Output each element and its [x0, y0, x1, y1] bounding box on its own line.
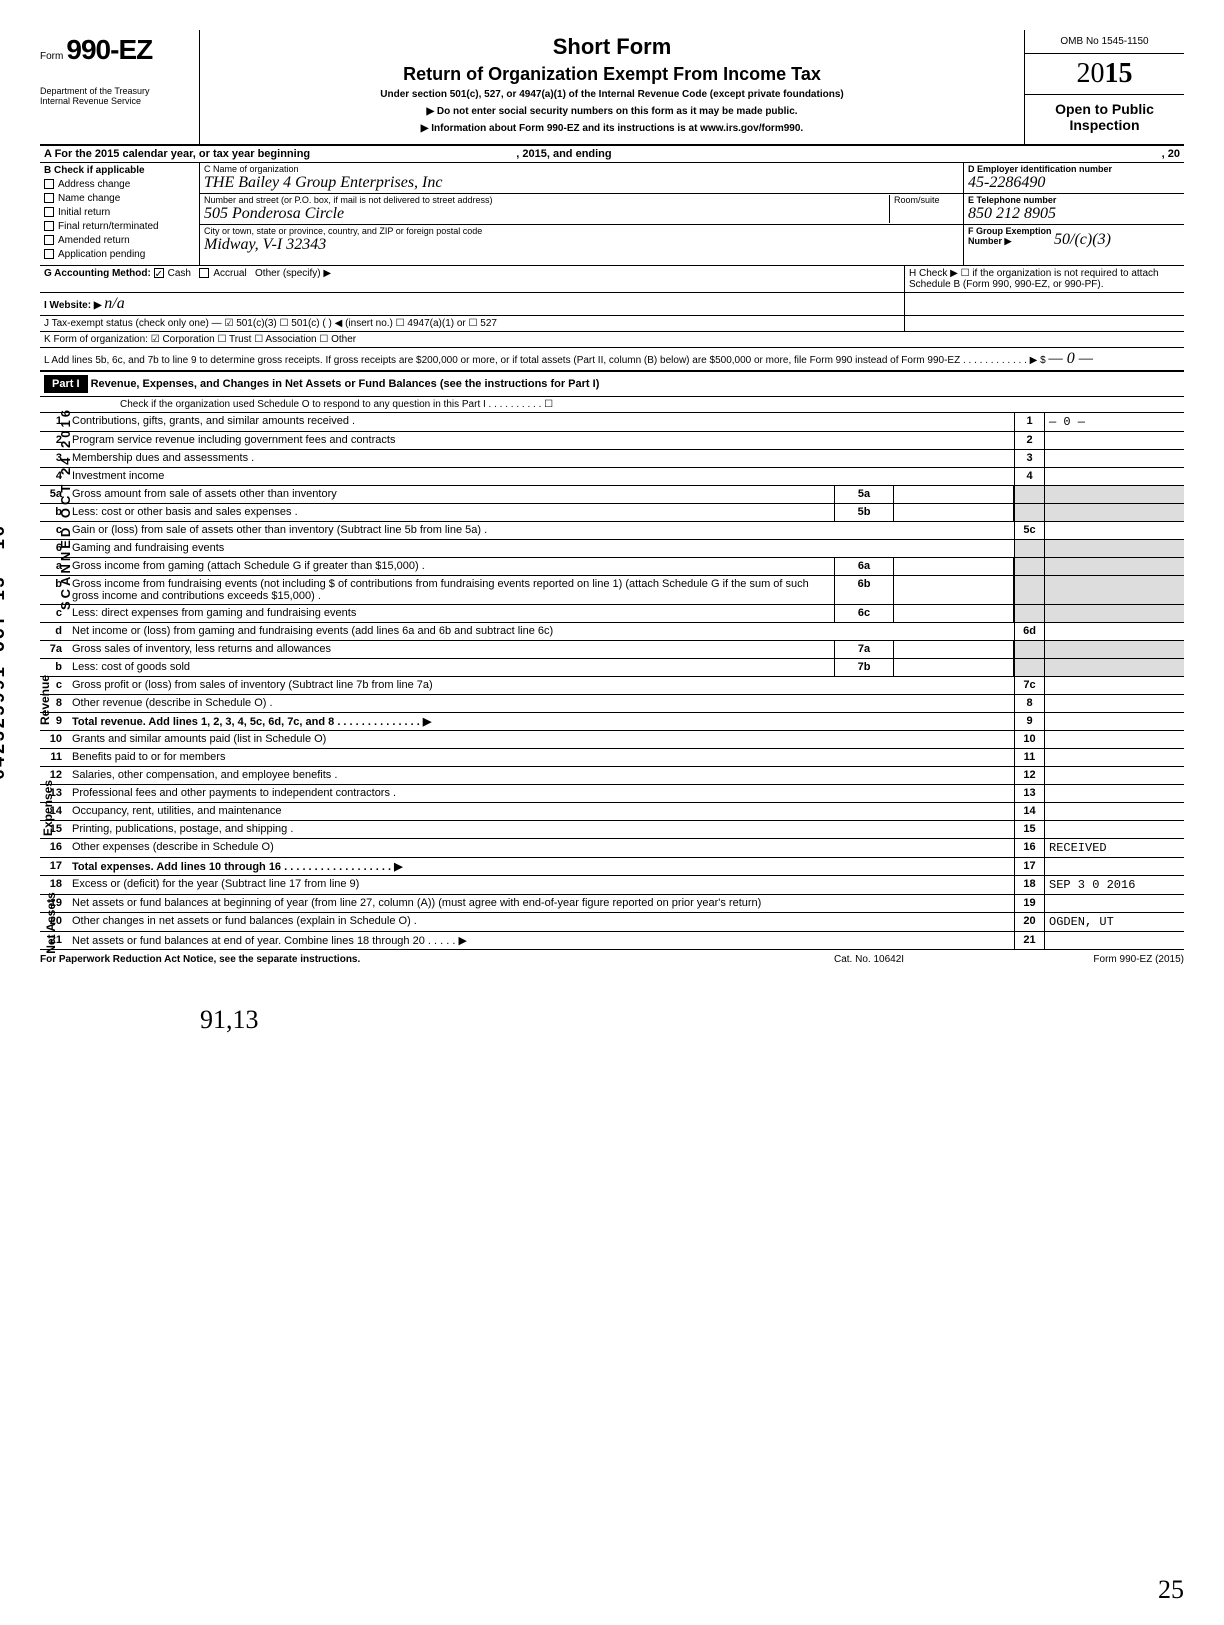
hand-note-bottom: 91,13	[200, 1005, 1184, 1035]
line-4: 4Investment income4	[40, 468, 1184, 486]
cat-no: Cat. No. 10642I	[834, 954, 1034, 965]
chk-pending[interactable]: Application pending	[44, 249, 195, 260]
line-19: 19Net assets or fund balances at beginni…	[40, 895, 1184, 913]
chk-final[interactable]: Final return/terminated	[44, 221, 195, 232]
row-g-h: G Accounting Method: ✓Cash Accrual Other…	[40, 266, 1184, 293]
line-6: 6Gaming and fundraising events	[40, 540, 1184, 558]
row-k: K Form of organization: ☑ Corporation ☐ …	[40, 332, 1184, 348]
form-prefix: Form	[40, 51, 63, 62]
line-c: cGross profit or (loss) from sales of in…	[40, 677, 1184, 695]
revenue-section: Revenue 1Contributions, gifts, grants, a…	[40, 413, 1184, 731]
net-assets-section: Net Assets 18Excess or (deficit) for the…	[40, 876, 1184, 950]
line-21: 21Net assets or fund balances at end of …	[40, 932, 1184, 950]
line-b: bLess: cost or other basis and sales exp…	[40, 504, 1184, 522]
c-street-label: Number and street (or P.O. box, if mail …	[204, 195, 889, 205]
row-h: H Check ▶ ☐ if the organization is not r…	[904, 266, 1184, 292]
net-label: Net Assets	[44, 892, 58, 954]
hand-note-corner: 25	[1158, 1575, 1184, 1605]
chk-name[interactable]: Name change	[44, 193, 195, 204]
block-bcdef: B Check if applicable Address change Nam…	[40, 163, 1184, 266]
line-b: bLess: cost of goods sold7b	[40, 659, 1184, 677]
room-label: Room/suite	[889, 195, 959, 223]
line-15: 15Printing, publications, postage, and s…	[40, 821, 1184, 839]
f-val: 50/(c)(3)	[1054, 231, 1111, 248]
line-16: 16Other expenses (describe in Schedule O…	[40, 839, 1184, 858]
line-14: 14Occupancy, rent, utilities, and mainte…	[40, 803, 1184, 821]
info-about: ▶ Information about Form 990-EZ and its …	[208, 123, 1016, 134]
row-l: L Add lines 5b, 6c, and 7b to line 9 to …	[40, 348, 1184, 371]
pra-notice: For Paperwork Reduction Act Notice, see …	[40, 954, 834, 965]
line-9: 9Total revenue. Add lines 1, 2, 3, 4, 5c…	[40, 713, 1184, 731]
line-11: 11Benefits paid to or for members11	[40, 749, 1184, 767]
expenses-section: Expenses 10Grants and similar amounts pa…	[40, 731, 1184, 876]
line-13: 13Professional fees and other payments t…	[40, 785, 1184, 803]
e-val: 850 212 8905	[968, 205, 1180, 223]
form-ref: Form 990-EZ (2015)	[1034, 954, 1184, 965]
line-12: 12Salaries, other compensation, and empl…	[40, 767, 1184, 785]
footer: For Paperwork Reduction Act Notice, see …	[40, 950, 1184, 965]
line-d: dNet income or (loss) from gaming and fu…	[40, 623, 1184, 641]
short-form-title: Short Form	[208, 34, 1016, 60]
line-2: 2Program service revenue including gover…	[40, 432, 1184, 450]
tax-year: 2015	[1025, 54, 1184, 95]
dept-treasury: Department of the Treasury Internal Reve…	[40, 86, 193, 106]
c-city-val: Midway, V-I 32343	[204, 236, 959, 254]
return-title: Return of Organization Exempt From Incom…	[208, 64, 1016, 85]
dln-stamp: 642325991 OCT 13 '16	[0, 524, 10, 780]
c-name-val: THE Bailey 4 Group Enterprises, Inc	[204, 174, 959, 192]
d-label: D Employer identification number	[968, 164, 1180, 174]
line-3: 3Membership dues and assessments .3	[40, 450, 1184, 468]
line-b: bGross income from fundraising events (n…	[40, 576, 1184, 605]
line-1: 1Contributions, gifts, grants, and simil…	[40, 413, 1184, 432]
f-label: F Group Exemption Number ▶	[968, 226, 1052, 247]
chk-address[interactable]: Address change	[44, 179, 195, 190]
line-7a: 7aGross sales of inventory, less returns…	[40, 641, 1184, 659]
line-c: cLess: direct expenses from gaming and f…	[40, 605, 1184, 623]
under-section: Under section 501(c), 527, or 4947(a)(1)…	[208, 89, 1016, 100]
line-17: 17Total expenses. Add lines 10 through 1…	[40, 858, 1184, 876]
c-street-val: 505 Ponderosa Circle	[204, 205, 889, 223]
chk-amended[interactable]: Amended return	[44, 235, 195, 246]
no-ssn: ▶ Do not enter social security numbers o…	[208, 106, 1016, 117]
line-20: 20Other changes in net assets or fund ba…	[40, 913, 1184, 932]
line-a: aGross income from gaming (attach Schedu…	[40, 558, 1184, 576]
c-city-label: City or town, state or province, country…	[204, 226, 959, 236]
part1-check-o: Check if the organization used Schedule …	[40, 397, 1184, 413]
row-j: J Tax-exempt status (check only one) — ☑…	[40, 316, 1184, 332]
c-name-label: C Name of organization	[204, 164, 959, 174]
row-i: I Website: ▶ n/a	[40, 293, 1184, 316]
part1-header: Part I Revenue, Expenses, and Changes in…	[40, 371, 1184, 397]
d-val: 45-2286490	[968, 174, 1180, 192]
form-header: Form 990-EZ Department of the Treasury I…	[40, 30, 1184, 146]
line-8: 8Other revenue (describe in Schedule O) …	[40, 695, 1184, 713]
e-label: E Telephone number	[968, 195, 1180, 205]
form-number: 990-EZ	[66, 34, 152, 65]
open-public: Open to Public Inspection	[1025, 95, 1184, 139]
revenue-label: Revenue	[38, 675, 52, 725]
col-b-title: B Check if applicable	[44, 165, 195, 176]
line-c: cGain or (loss) from sale of assets othe…	[40, 522, 1184, 540]
row-a: A For the 2015 calendar year, or tax yea…	[40, 146, 1184, 163]
line-18: 18Excess or (deficit) for the year (Subt…	[40, 876, 1184, 895]
line-10: 10Grants and similar amounts paid (list …	[40, 731, 1184, 749]
expenses-label: Expenses	[41, 780, 55, 836]
line-5a: 5aGross amount from sale of assets other…	[40, 486, 1184, 504]
chk-initial[interactable]: Initial return	[44, 207, 195, 218]
omb-number: OMB No 1545-1150	[1025, 30, 1184, 54]
